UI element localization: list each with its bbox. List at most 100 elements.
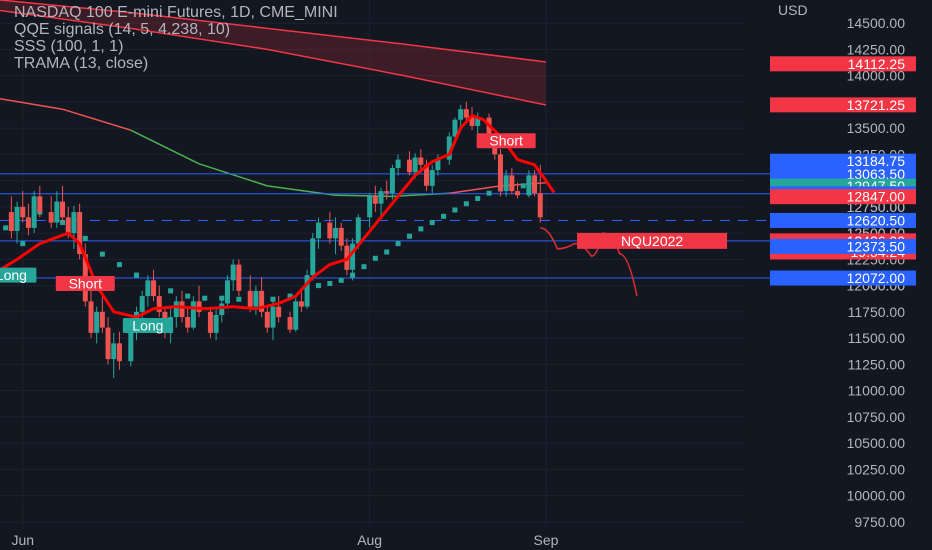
candle-body[interactable] [395, 159, 401, 168]
y-tick-label: 11250.00 [848, 356, 906, 372]
sss-dot [3, 225, 9, 231]
legend-qqe[interactable]: QQE signals (14, 5, 4.238, 10) [14, 21, 231, 38]
candle-body[interactable] [452, 119, 458, 137]
candle-body[interactable] [355, 217, 361, 244]
candle-body[interactable] [350, 243, 356, 270]
legend-trama[interactable]: TRAMA (13, close) [14, 55, 149, 72]
candle-body[interactable] [105, 327, 111, 360]
candle-body[interactable] [435, 159, 441, 171]
legend-title[interactable]: NASDAQ 100 E-mini Futures, 1D, CME_MINI [14, 4, 338, 21]
candle-body[interactable] [463, 109, 469, 118]
candle-body[interactable] [151, 280, 157, 297]
candle-body[interactable] [537, 193, 543, 218]
candle-body[interactable] [185, 317, 191, 328]
candle-body[interactable] [128, 329, 134, 362]
price-label[interactable]: 13063.50 [847, 166, 906, 182]
candle-body[interactable] [515, 191, 521, 196]
candle-body[interactable] [406, 159, 412, 173]
candle-body[interactable] [270, 306, 276, 328]
candle-body[interactable] [418, 157, 424, 165]
candle-body[interactable] [509, 175, 515, 192]
candle-body[interactable] [304, 275, 310, 307]
candle-body[interactable] [60, 201, 66, 218]
candle-body[interactable] [65, 217, 71, 234]
price-label[interactable]: 12847.00 [847, 189, 906, 205]
candle-body[interactable] [264, 311, 270, 328]
price-label[interactable]: 12620.50 [847, 212, 906, 228]
candle-body[interactable] [475, 117, 481, 126]
candle-body[interactable] [48, 212, 54, 223]
candle-body[interactable] [486, 117, 492, 139]
candle-body[interactable] [367, 196, 373, 218]
price-label[interactable]: 13184.75 [847, 153, 906, 169]
drawn-projection-path[interactable] [540, 227, 638, 297]
candle-body[interactable] [71, 212, 77, 234]
candle-body[interactable] [190, 301, 196, 328]
candle-body[interactable] [276, 306, 282, 318]
candle-body[interactable] [20, 206, 26, 218]
trama-line-tail [544, 179, 556, 194]
candle-body[interactable] [532, 175, 538, 194]
candle-body[interactable] [179, 301, 185, 318]
candle-body[interactable] [111, 343, 117, 360]
candle-body[interactable] [469, 117, 475, 126]
ma-line-segment [62, 108, 132, 131]
candle-body[interactable] [213, 315, 219, 333]
candle-body[interactable] [298, 301, 304, 307]
price-label[interactable]: 12373.50 [847, 238, 906, 254]
candle-body[interactable] [156, 296, 162, 312]
candle-body[interactable] [196, 301, 202, 312]
candle-body[interactable] [333, 227, 339, 239]
sss-dot [116, 262, 122, 268]
candle-body[interactable] [378, 191, 384, 204]
candle-body[interactable] [145, 280, 151, 297]
candle-body[interactable] [253, 290, 259, 307]
candle-body[interactable] [139, 296, 145, 312]
candle-body[interactable] [259, 290, 265, 312]
candle-body[interactable] [88, 301, 94, 333]
candle-body[interactable] [458, 109, 464, 120]
candle-body[interactable] [338, 227, 344, 246]
candle-body[interactable] [412, 157, 418, 173]
candle-body[interactable] [526, 175, 532, 196]
candle-body[interactable] [429, 170, 435, 186]
price-label[interactable]: 14112.25 [848, 56, 906, 72]
candle-body[interactable] [25, 217, 31, 228]
candle-body[interactable] [287, 317, 293, 330]
candle-body[interactable] [37, 196, 43, 213]
price-label[interactable]: 12072.00 [847, 270, 906, 286]
candle-body[interactable] [219, 303, 225, 315]
candle-body[interactable] [247, 290, 253, 307]
candle-body[interactable] [497, 154, 503, 192]
candle-body[interactable] [173, 301, 179, 318]
signal-label: Long [132, 318, 163, 334]
candle-body[interactable] [224, 280, 230, 304]
candle-body[interactable] [293, 301, 299, 330]
candle-body[interactable] [315, 222, 321, 239]
candle-body[interactable] [207, 311, 213, 333]
candle-body[interactable] [236, 264, 242, 291]
candle-body[interactable] [116, 343, 122, 362]
candle-body[interactable] [372, 196, 378, 204]
price-label[interactable]: 13721.25 [847, 97, 906, 113]
candle-body[interactable] [384, 191, 390, 194]
candle-body[interactable] [446, 136, 452, 160]
candle-body[interactable] [503, 175, 509, 192]
candle-body[interactable] [310, 238, 316, 276]
candle-body[interactable] [99, 311, 105, 328]
sss-dot [82, 235, 88, 241]
sss-dot [475, 195, 481, 201]
candle-body[interactable] [8, 212, 14, 231]
candle-body[interactable] [327, 222, 333, 239]
candle-body[interactable] [424, 164, 430, 186]
candle-body[interactable] [14, 206, 20, 231]
candle-body[interactable] [77, 212, 83, 255]
candle-body[interactable] [54, 201, 60, 223]
candle-body[interactable] [31, 196, 37, 228]
candle-body[interactable] [389, 168, 395, 194]
legend-sss[interactable]: SSS (100, 1, 1) [14, 38, 124, 55]
candle-body[interactable] [94, 311, 100, 333]
candle-body[interactable] [230, 264, 236, 281]
